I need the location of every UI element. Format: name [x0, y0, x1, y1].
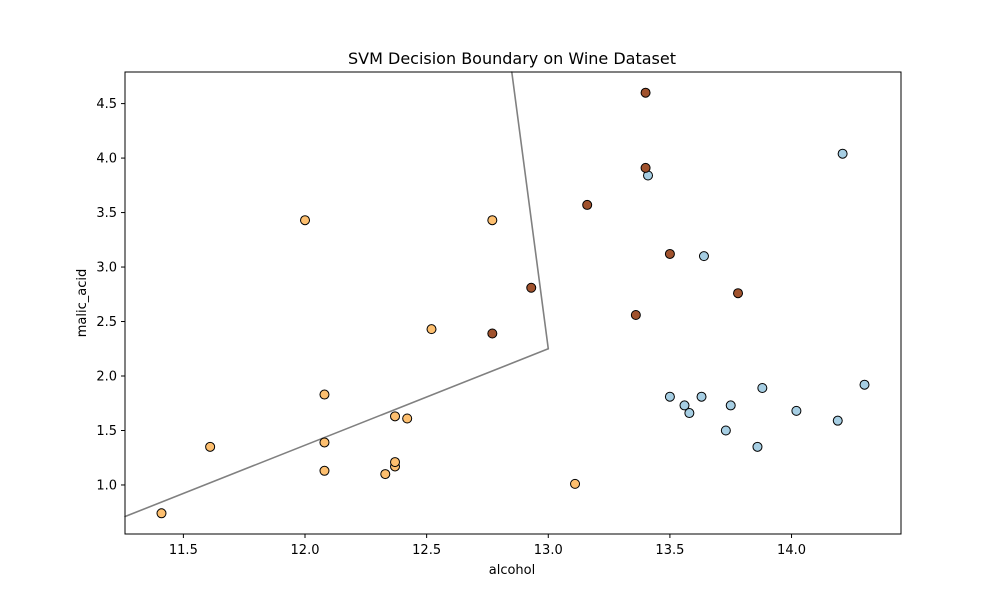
data-point-class-1	[390, 411, 401, 422]
data-point-class-1	[380, 469, 391, 480]
x-axis-title: alcohol	[489, 563, 535, 578]
data-point-class-1	[390, 457, 401, 468]
x-axis-ticks: 11.5 12.0 12.5 13.0 13.5 14.0	[169, 534, 806, 558]
data-point-class-2	[487, 328, 498, 339]
y-axis-ticks: 1.0 1.5 2.0 2.5 3.0 3.5 4.0 4.5	[96, 97, 125, 493]
data-point-class-1	[570, 478, 581, 489]
data-point-class-0	[752, 441, 763, 452]
data-point-class-1	[319, 465, 330, 476]
y-tick-label: 2.0	[96, 370, 117, 385]
decision-boundary	[124, 71, 550, 518]
data-point-class-0	[698, 251, 709, 262]
data-point-class-0	[832, 415, 843, 426]
chart-title: SVM Decision Boundary on Wine Dataset	[348, 49, 676, 68]
data-points	[156, 87, 870, 519]
x-tick-label: 11.5	[169, 543, 198, 558]
data-point-class-0	[859, 379, 870, 390]
data-point-class-1	[319, 389, 330, 400]
y-tick-label: 4.5	[96, 97, 117, 112]
data-point-class-2	[640, 87, 651, 98]
y-tick-label: 4.0	[96, 152, 117, 167]
x-tick-label: 13.5	[655, 543, 684, 558]
y-tick-label: 1.5	[96, 424, 117, 439]
data-point-class-1	[156, 508, 167, 519]
y-tick-label: 3.5	[96, 206, 117, 221]
data-point-class-0	[791, 405, 802, 416]
x-tick-label: 12.5	[412, 543, 441, 558]
data-point-class-2	[630, 309, 641, 320]
y-tick-label: 2.5	[96, 315, 117, 330]
data-point-class-0	[679, 400, 690, 411]
data-point-class-2	[526, 282, 537, 293]
plot-frame	[124, 71, 902, 535]
x-tick-label: 13.0	[534, 543, 563, 558]
data-point-class-0	[684, 408, 695, 419]
x-tick-label: 12.0	[291, 543, 320, 558]
data-point-class-1	[205, 441, 216, 452]
data-point-class-2	[664, 248, 675, 259]
data-point-class-1	[300, 215, 311, 226]
data-point-class-2	[582, 199, 593, 210]
data-point-class-0	[696, 391, 707, 402]
data-point-class-2	[733, 288, 744, 299]
data-point-class-1	[402, 413, 413, 424]
data-point-class-1	[319, 437, 330, 448]
y-tick-label: 3.0	[96, 261, 117, 276]
x-tick-label: 14.0	[777, 543, 806, 558]
decision-boundary-lower-line	[124, 347, 550, 518]
data-point-class-2	[640, 162, 651, 173]
data-point-class-1	[426, 324, 437, 335]
decision-boundary-upper-line	[510, 71, 550, 350]
data-point-class-0	[720, 425, 731, 436]
data-point-class-1	[487, 215, 498, 226]
data-point-class-0	[757, 382, 768, 393]
data-point-class-0	[664, 391, 675, 402]
data-point-class-0	[725, 400, 736, 411]
data-point-class-0	[837, 148, 848, 159]
y-axis-title: malic_acid	[75, 269, 90, 337]
y-tick-label: 1.0	[96, 478, 117, 493]
